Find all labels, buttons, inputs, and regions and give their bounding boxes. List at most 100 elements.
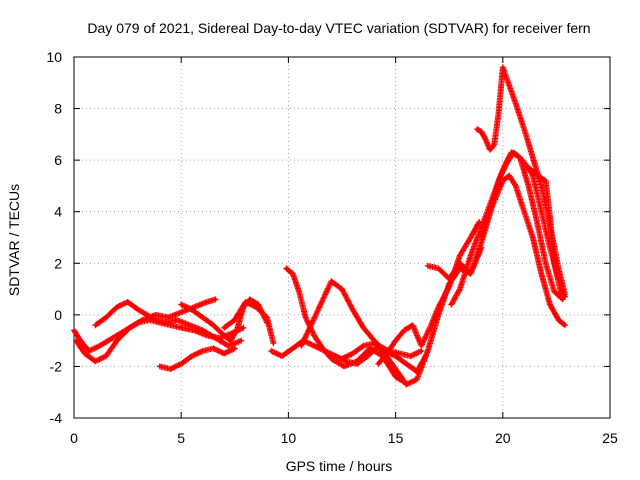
y-tick-label: 8	[54, 101, 62, 117]
data-point	[512, 150, 516, 154]
data-point	[522, 210, 526, 214]
data-point	[404, 382, 408, 386]
data-point	[136, 308, 140, 312]
data-point	[201, 349, 205, 353]
data-point	[128, 326, 132, 330]
data-point	[548, 215, 552, 219]
data-point	[334, 354, 338, 358]
data-point	[426, 264, 430, 268]
data-point	[514, 101, 518, 105]
data-point	[539, 184, 543, 188]
data-point	[235, 328, 239, 332]
data-point	[340, 287, 344, 291]
data-point	[411, 323, 415, 327]
data-point	[535, 220, 539, 224]
data-point	[522, 127, 526, 131]
x-tick-label: 25	[602, 430, 618, 446]
data-point	[233, 346, 237, 350]
data-point	[415, 377, 419, 381]
data-layer	[71, 64, 568, 388]
data-point	[141, 318, 145, 322]
data-point	[419, 349, 423, 353]
data-point	[166, 315, 170, 319]
data-point	[254, 305, 258, 309]
data-point	[340, 357, 344, 361]
data-point	[419, 344, 423, 348]
data-point	[368, 346, 372, 350]
data-point	[479, 241, 483, 245]
data-point	[492, 194, 496, 198]
y-tick-label: 2	[54, 255, 62, 271]
data-point	[544, 261, 548, 265]
data-point	[385, 352, 389, 356]
data-point	[291, 272, 295, 276]
data-point	[475, 127, 479, 131]
data-point	[304, 315, 308, 319]
data-point	[531, 236, 535, 239]
data-point	[486, 215, 490, 219]
data-point	[394, 367, 398, 371]
y-tick-label: 6	[54, 152, 62, 168]
y-tick-label: 10	[46, 49, 62, 65]
data-point	[190, 354, 194, 358]
data-point	[539, 272, 543, 276]
data-point	[269, 349, 273, 353]
data-point	[244, 300, 248, 304]
data-point	[201, 315, 205, 319]
data-point	[222, 333, 226, 337]
data-point	[312, 344, 316, 348]
data-point	[376, 362, 380, 366]
data-point	[265, 315, 269, 319]
data-point	[126, 300, 130, 304]
data-point	[355, 359, 359, 363]
data-point	[299, 344, 303, 348]
data-point	[436, 305, 440, 309]
data-point	[319, 303, 323, 307]
data-point	[291, 346, 295, 350]
data-point	[168, 367, 172, 371]
x-tick-label: 15	[388, 430, 404, 446]
data-point	[539, 210, 543, 214]
data-point	[87, 349, 91, 353]
data-point	[531, 156, 535, 160]
data-series-11	[375, 219, 483, 367]
data-point	[344, 359, 348, 363]
data-point	[394, 354, 398, 358]
data-point	[280, 354, 284, 358]
data-point	[115, 339, 119, 343]
data-point	[488, 148, 492, 152]
data-point	[557, 318, 561, 322]
data-point	[479, 236, 483, 239]
x-tick-label: 5	[177, 430, 185, 446]
data-point	[222, 326, 226, 330]
data-point	[284, 266, 288, 270]
data-point	[507, 174, 511, 178]
data-point	[104, 315, 108, 319]
data-point	[179, 310, 183, 314]
data-series-2	[73, 296, 219, 365]
data-point	[469, 272, 473, 276]
data-point	[402, 328, 406, 332]
data-point	[394, 375, 398, 379]
data-point	[507, 83, 511, 87]
data-point	[321, 346, 325, 350]
data-point	[308, 326, 312, 330]
x-tick-label: 10	[281, 430, 297, 446]
data-point	[153, 313, 157, 317]
x-axis-label: GPS time / hours	[286, 458, 393, 474]
data-point	[98, 344, 102, 348]
data-point	[158, 364, 162, 368]
data-point	[372, 341, 376, 345]
data-point	[361, 344, 365, 348]
data-point	[226, 344, 230, 348]
data-point	[518, 156, 522, 160]
data-point	[479, 225, 483, 229]
data-point	[271, 341, 275, 345]
y-tick-label: -2	[50, 358, 63, 374]
x-tick-label: 0	[70, 430, 78, 446]
data-point	[447, 284, 451, 288]
data-point	[93, 323, 97, 327]
data-point	[205, 300, 209, 304]
data-point	[179, 362, 183, 366]
